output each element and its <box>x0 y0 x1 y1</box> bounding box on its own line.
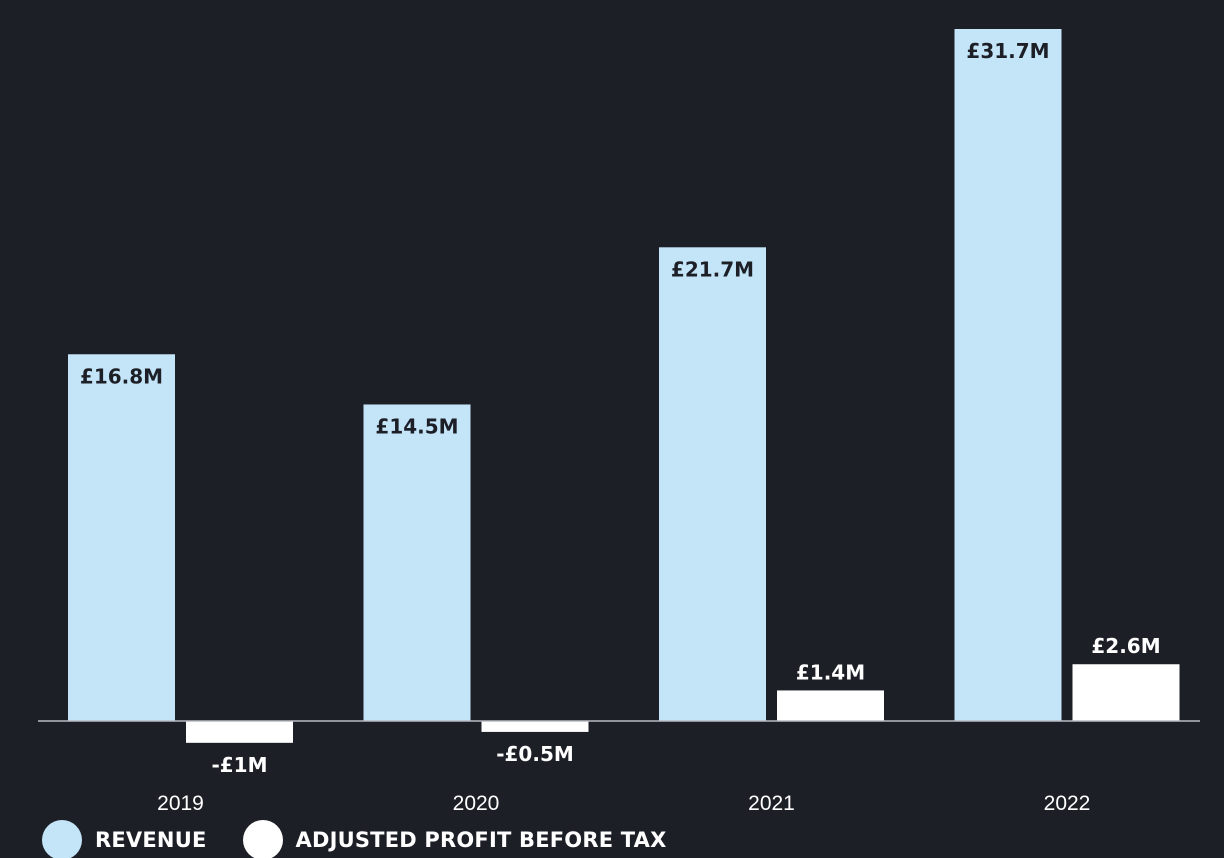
x-tick-label-2020: 2020 <box>453 792 500 815</box>
revenue-label-2020: £14.5M <box>375 414 458 438</box>
profit-label-2019: -£1M <box>211 753 267 777</box>
x-tick-label-2022: 2022 <box>1044 792 1091 815</box>
legend-label-profit: ADJUSTED PROFIT BEFORE TAX <box>295 828 667 852</box>
profit-bar-2021 <box>777 690 884 721</box>
revenue-label-2021: £21.7M <box>671 257 754 281</box>
x-tick-label-2021: 2021 <box>748 792 795 815</box>
revenue-bar-2021 <box>659 247 766 722</box>
legend-item-revenue: REVENUE <box>42 820 207 858</box>
revenue-label-2019: £16.8M <box>80 364 163 388</box>
revenue-profit-bar-chart: £16.8M -£1M 2019 £14.5M -£0.5M 2020 £21.7M £1.4… <box>38 29 1200 815</box>
profit-label-2021: £1.4M <box>796 660 865 684</box>
revenue-bar-2022 <box>954 29 1062 721</box>
legend-swatch-revenue <box>42 820 82 858</box>
revenue-bar-2020 <box>363 404 471 721</box>
x-tick-label-2019: 2019 <box>157 792 204 815</box>
chart-legend: REVENUE ADJUSTED PROFIT BEFORE TAX <box>42 820 667 858</box>
profit-label-2022: £2.6M <box>1091 634 1160 658</box>
revenue-bar-2019 <box>68 354 175 721</box>
revenue-label-2022: £31.7M <box>966 39 1049 63</box>
profit-bar-2022 <box>1072 664 1180 721</box>
legend-item-profit: ADJUSTED PROFIT BEFORE TAX <box>242 820 667 858</box>
profit-bar-2020 <box>481 721 589 732</box>
profit-label-2020: -£0.5M <box>496 742 574 766</box>
legend-swatch-profit <box>242 820 283 858</box>
profit-bar-2019 <box>186 721 293 743</box>
legend-label-revenue: REVENUE <box>95 828 207 852</box>
